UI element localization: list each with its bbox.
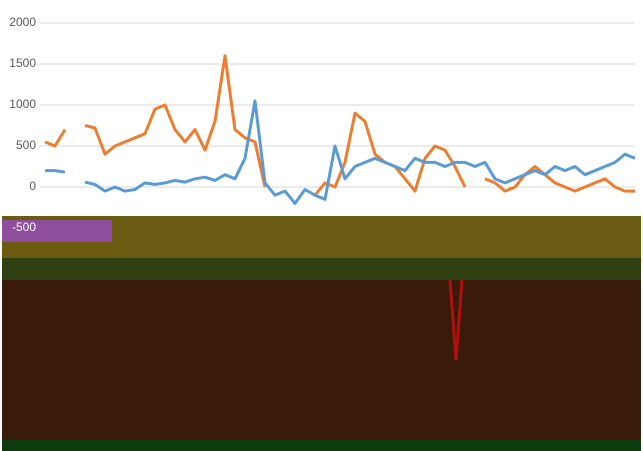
plot bbox=[44, 54, 636, 205]
y-tick-label: -500 bbox=[12, 220, 36, 234]
y-tick-label: 2000 bbox=[9, 15, 36, 29]
artifact bbox=[448, 279, 464, 361]
band bbox=[2, 220, 112, 242]
y-tick-label: 500 bbox=[16, 138, 36, 152]
series-line bbox=[45, 99, 636, 205]
series-line bbox=[44, 54, 635, 197]
y-tick-label: 0 bbox=[29, 179, 36, 193]
y-tick-label: 1500 bbox=[9, 56, 36, 70]
band bbox=[2, 440, 641, 451]
y-tick-label: 1000 bbox=[9, 97, 36, 111]
band bbox=[2, 280, 641, 442]
band bbox=[2, 258, 641, 280]
corrupted-area bbox=[2, 216, 641, 451]
